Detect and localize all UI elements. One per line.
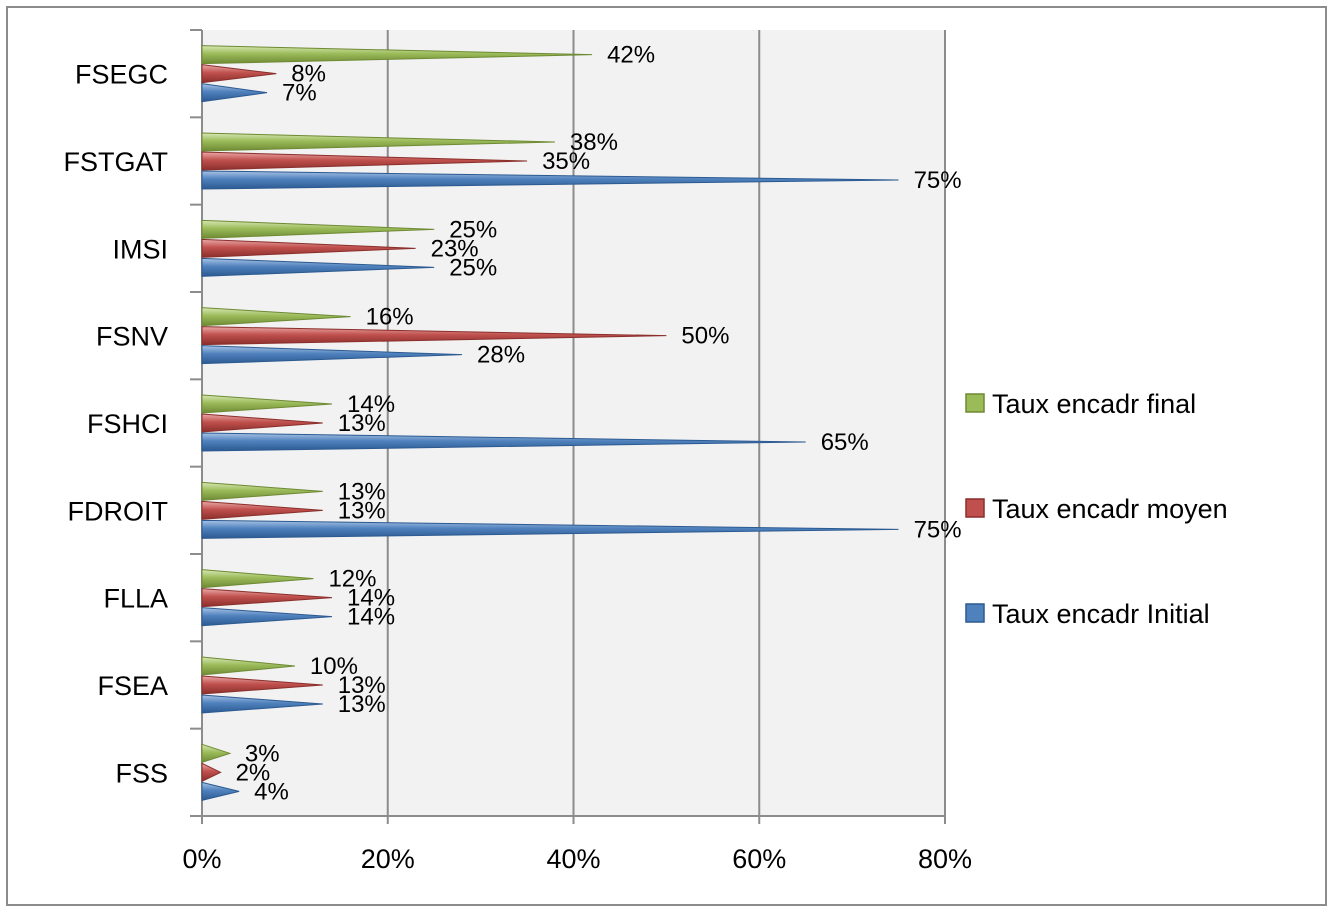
y-tick-labels: FSEGC FSTGAT IMSI FSNV FSHCI FDROIT FLLA FSEA FS…: [64, 60, 169, 789]
data-label: 28%: [477, 342, 525, 369]
bar-taux-encadr-final: [201, 394, 333, 414]
bar-taux-encadr-initial: [201, 694, 323, 714]
data-label: 13%: [338, 478, 386, 505]
y-tick-label: FSTGAT: [64, 147, 169, 177]
data-label: 13%: [338, 672, 386, 699]
data-label: 23%: [431, 235, 479, 262]
x-tick-label: 20%: [361, 844, 415, 874]
y-tick-label: FSEA: [97, 671, 168, 701]
gridlines: [386, 30, 946, 816]
bar-taux-encadr-final: [201, 569, 314, 589]
data-labels: 42%8%7%38%35%75%25%23%25%16%50%28%14%13%…: [236, 42, 962, 806]
bar-taux-encadr-moyen: [201, 326, 667, 346]
data-label: 42%: [607, 42, 655, 69]
legend-label: Taux encadr moyen: [992, 494, 1228, 524]
data-label: 13%: [338, 410, 386, 437]
y-tick-label: FSEGC: [75, 60, 168, 90]
bar-taux-encadr-initial: [201, 519, 899, 539]
bar-taux-encadr-initial: [201, 345, 463, 365]
bar-taux-encadr-moyen: [201, 675, 323, 695]
bar-taux-encadr-moyen: [201, 588, 333, 608]
data-label: 75%: [914, 516, 962, 543]
data-label: 16%: [366, 304, 414, 331]
bar-taux-encadr-initial: [201, 781, 240, 801]
data-label: 8%: [291, 61, 326, 88]
x-tick-label: 0%: [182, 844, 221, 874]
data-label: 65%: [821, 429, 869, 456]
bar-taux-encadr-moyen: [201, 238, 416, 258]
y-tick-label: FSHCI: [87, 409, 168, 439]
x-tick-label: 60%: [732, 844, 786, 874]
data-label: 38%: [570, 129, 618, 156]
legend-label: Taux encadr final: [992, 389, 1196, 419]
data-label: 35%: [542, 148, 590, 175]
bar-taux-encadr-final: [201, 307, 351, 327]
bar-taux-encadr-moyen: [201, 762, 222, 783]
bar-taux-encadr-moyen: [201, 413, 323, 433]
y-tick-label: FSNV: [96, 322, 168, 352]
data-label: 7%: [282, 80, 317, 107]
data-label: 13%: [338, 691, 386, 718]
data-label: 25%: [449, 216, 497, 243]
bar-taux-encadr-final: [201, 656, 295, 676]
bar-taux-encadr-initial: [201, 170, 899, 190]
bar-taux-encadr-final: [201, 219, 435, 239]
bar-taux-encadr-final: [201, 481, 323, 501]
bar-taux-encadr-moyen: [201, 64, 277, 84]
bar-taux-encadr-initial: [201, 83, 268, 103]
bar-taux-encadr-final: [201, 743, 232, 764]
data-label: 2%: [236, 759, 271, 786]
x-tick-label: 40%: [546, 844, 600, 874]
legend-swatch: [965, 603, 985, 623]
data-label: 10%: [310, 653, 358, 680]
x-tick-label: 80%: [918, 844, 972, 874]
data-label: 14%: [347, 585, 395, 612]
y-tick-label: FSS: [115, 758, 168, 788]
x-tick-labels: 0% 20% 40% 60% 80%: [182, 844, 972, 874]
bar-taux-encadr-final: [201, 45, 593, 65]
bar-taux-encadr-initial: [201, 607, 333, 627]
data-label: 75%: [914, 167, 962, 194]
data-label: 14%: [347, 391, 395, 418]
data-label: 50%: [681, 323, 729, 350]
legend: Taux encadr final Taux encadr moyen Taux e…: [965, 389, 1228, 629]
bars: [201, 45, 899, 801]
data-label: 14%: [347, 604, 395, 631]
data-label: 3%: [245, 740, 280, 767]
legend-swatch: [965, 498, 985, 518]
y-tick-label: IMSI: [112, 234, 168, 264]
legend-swatch: [965, 393, 985, 413]
data-label: 4%: [254, 778, 289, 805]
bar-taux-encadr-initial: [201, 257, 435, 277]
data-label: 13%: [338, 497, 386, 524]
y-tick-label: FLLA: [103, 584, 168, 614]
bar-taux-encadr-moyen: [201, 151, 528, 171]
bar-taux-encadr-initial: [201, 432, 806, 452]
data-label: 12%: [328, 566, 376, 593]
data-label: 25%: [449, 254, 497, 281]
bar-taux-encadr-moyen: [201, 500, 323, 520]
bar-taux-encadr-final: [201, 132, 555, 152]
y-tick-label: FDROIT: [68, 496, 169, 526]
legend-label: Taux encadr Initial: [992, 599, 1210, 629]
